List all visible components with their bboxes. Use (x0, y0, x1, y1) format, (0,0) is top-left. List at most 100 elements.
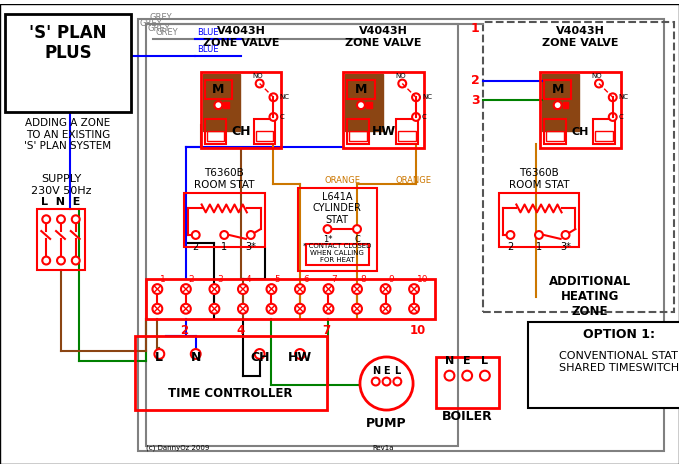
Text: 2: 2 (189, 275, 195, 284)
Circle shape (220, 231, 228, 239)
Bar (204, 80, 232, 99)
Text: NO: NO (253, 73, 263, 79)
Text: E: E (464, 356, 471, 366)
Bar (595, 131, 613, 140)
Circle shape (324, 304, 333, 314)
Text: ORANGE: ORANGE (395, 176, 431, 185)
Text: 9: 9 (388, 275, 394, 284)
Circle shape (480, 371, 490, 380)
Circle shape (57, 215, 65, 223)
Text: CH: CH (571, 127, 589, 137)
Circle shape (609, 93, 617, 101)
Circle shape (255, 349, 264, 359)
Text: M: M (212, 83, 224, 96)
Text: V4043H
ZONE VALVE: V4043H ZONE VALVE (203, 27, 279, 48)
Circle shape (381, 284, 391, 294)
Circle shape (444, 371, 455, 380)
Circle shape (398, 80, 406, 88)
Bar (254, 119, 275, 145)
Text: HW: HW (288, 351, 312, 364)
Bar (398, 131, 416, 140)
Bar (298, 188, 377, 271)
Circle shape (352, 284, 362, 294)
Text: 'S' PLAN
PLUS: 'S' PLAN PLUS (29, 23, 107, 62)
Circle shape (155, 349, 164, 359)
Circle shape (609, 113, 617, 121)
Circle shape (256, 80, 264, 88)
Text: 4: 4 (237, 323, 245, 336)
Text: 1: 1 (536, 242, 542, 252)
Circle shape (42, 215, 50, 223)
Circle shape (462, 371, 472, 380)
Bar (184, 193, 264, 247)
Circle shape (506, 231, 514, 239)
Bar (347, 80, 375, 99)
Circle shape (266, 304, 277, 314)
Text: T6360B
ROOM STAT: T6360B ROOM STAT (509, 168, 569, 190)
Circle shape (181, 304, 191, 314)
Circle shape (412, 93, 420, 101)
Bar (343, 72, 424, 148)
Circle shape (562, 231, 569, 239)
Bar (562, 102, 569, 108)
Text: M: M (355, 83, 367, 96)
Text: TIME CONTROLLER: TIME CONTROLLER (168, 387, 293, 400)
Circle shape (324, 225, 331, 233)
Bar (544, 119, 566, 145)
Text: 8: 8 (360, 275, 366, 284)
Bar (528, 322, 690, 408)
Text: V4043H
ZONE VALVE: V4043H ZONE VALVE (345, 27, 422, 48)
Circle shape (393, 378, 402, 386)
Text: GREY: GREY (148, 23, 170, 32)
Circle shape (295, 349, 305, 359)
Circle shape (247, 231, 255, 239)
Text: 4: 4 (246, 275, 252, 284)
Circle shape (191, 349, 201, 359)
Text: HW: HW (371, 125, 395, 138)
Circle shape (382, 378, 391, 386)
Text: BLUE: BLUE (197, 28, 218, 37)
Text: T6360B
ROOM STAT: T6360B ROOM STAT (194, 168, 255, 190)
Text: L: L (482, 356, 489, 366)
Text: SUPPLY
230V 50Hz: SUPPLY 230V 50Hz (31, 174, 91, 196)
Bar (135, 336, 326, 410)
Bar (224, 102, 229, 108)
Text: C: C (422, 114, 426, 120)
Circle shape (238, 304, 248, 314)
Text: (c) DannyOz 2009: (c) DannyOz 2009 (146, 445, 209, 451)
Bar (483, 22, 673, 312)
Text: M: M (551, 83, 564, 96)
Text: 7: 7 (331, 275, 337, 284)
Text: BOILER: BOILER (442, 410, 493, 423)
Text: L641A
CYLINDER
STAT: L641A CYLINDER STAT (313, 192, 362, 225)
Bar (5, 14, 131, 112)
Text: NO: NO (395, 73, 406, 79)
Text: 3*: 3* (560, 242, 571, 252)
Text: V4043H
ZONE VALVE: V4043H ZONE VALVE (542, 27, 618, 48)
Circle shape (152, 284, 162, 294)
Bar (546, 131, 564, 140)
Circle shape (412, 113, 420, 121)
Circle shape (266, 284, 277, 294)
Text: ADDING A ZONE
TO AN EXISTING
'S' PLAN SYSTEM: ADDING A ZONE TO AN EXISTING 'S' PLAN SY… (24, 118, 111, 151)
Text: L  N  E: L N E (41, 197, 81, 207)
Circle shape (381, 304, 391, 314)
Circle shape (152, 304, 162, 314)
Text: 3*: 3* (246, 242, 256, 252)
Bar (201, 72, 282, 148)
Circle shape (270, 113, 277, 121)
Text: 2: 2 (193, 242, 199, 252)
Bar (544, 80, 571, 99)
Bar (499, 193, 580, 247)
Text: 5: 5 (275, 275, 280, 284)
Circle shape (181, 284, 191, 294)
Text: C: C (279, 114, 284, 120)
Circle shape (372, 378, 380, 386)
Bar (349, 131, 367, 140)
Circle shape (215, 101, 222, 109)
Circle shape (295, 284, 305, 294)
Circle shape (192, 231, 199, 239)
Bar (146, 23, 458, 446)
Bar (345, 73, 382, 131)
Bar (306, 244, 369, 265)
